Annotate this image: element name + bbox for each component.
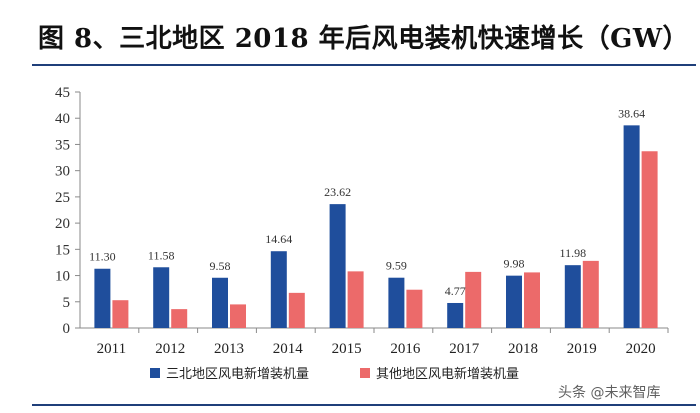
y-tick-label: 5	[63, 295, 71, 311]
x-tick-label-2019: 2019	[567, 341, 597, 357]
bar-2020-sanbei	[623, 125, 640, 328]
legend-label-other: 其他地区风电新增装机量	[376, 366, 519, 382]
bar-2017-sanbei	[447, 302, 464, 328]
x-tick-label-2015: 2015	[332, 341, 362, 357]
x-tick-label-2012: 2012	[155, 341, 185, 357]
x-tick-label-2020: 2020	[626, 341, 656, 357]
bar-2012-other	[171, 309, 188, 328]
data-label-2020: 38.64	[618, 106, 645, 120]
data-label-2011: 11.30	[89, 250, 116, 264]
bar-2016-sanbei	[388, 277, 405, 328]
x-tick-label-2016: 2016	[390, 341, 421, 357]
legend-label-sanbei: 三北地区风电新增装机量	[166, 366, 309, 382]
bar-2017-other	[465, 271, 482, 328]
y-tick-label: 20	[55, 216, 70, 232]
bar-2011-other	[112, 300, 129, 328]
data-label-2016: 9.59	[386, 259, 407, 273]
data-label-2014: 14.64	[265, 232, 292, 246]
bar-2011-sanbei	[94, 268, 111, 328]
y-tick-label: 25	[55, 190, 70, 206]
bar-2014-sanbei	[270, 251, 287, 328]
x-tick-label-2013: 2013	[214, 341, 244, 357]
bar-2014-other	[288, 292, 305, 328]
y-tick-label: 45	[55, 85, 70, 101]
x-tick-label-2011: 2011	[97, 341, 126, 357]
bar-2015-other	[347, 271, 364, 328]
data-label-2017: 4.77	[445, 284, 466, 298]
x-tick-label-2018: 2018	[508, 341, 538, 357]
bar-2012-sanbei	[153, 267, 170, 328]
bar-2018-sanbei	[506, 275, 522, 328]
title-divider	[32, 64, 696, 66]
bar-2019-other	[582, 260, 599, 328]
data-label-2012: 11.58	[148, 248, 175, 262]
bar-2019-sanbei	[564, 265, 581, 328]
legend-swatch-other	[360, 368, 370, 378]
data-label-2018: 9.98	[504, 257, 525, 271]
data-label-2019: 11.98	[560, 246, 587, 260]
watermark-text: 头条 @未来智库	[558, 385, 661, 401]
data-label-2013: 9.58	[210, 259, 231, 273]
y-tick-label: 40	[55, 111, 70, 127]
y-tick-label: 15	[55, 242, 70, 258]
bar-2018-other	[524, 272, 540, 328]
legend-swatch-sanbei	[150, 368, 160, 378]
bar-2013-other	[230, 304, 246, 328]
bar-2020-other	[641, 151, 658, 328]
bar-2016-other	[406, 289, 423, 328]
y-tick-label: 35	[55, 137, 70, 153]
y-tick-label: 0	[63, 321, 71, 337]
y-tick-label: 10	[55, 269, 70, 285]
data-label-2015: 23.62	[324, 185, 351, 199]
bar-2015-sanbei	[329, 204, 346, 328]
x-tick-label-2014: 2014	[273, 341, 304, 357]
chart-title: 图 8、三北地区 2018 年后风电装机快速增长（GW）	[38, 24, 690, 54]
bottom-divider	[32, 404, 696, 406]
bar-2013-sanbei	[212, 277, 228, 328]
y-tick-label: 30	[55, 164, 70, 180]
x-tick-label-2017: 2017	[449, 341, 480, 357]
